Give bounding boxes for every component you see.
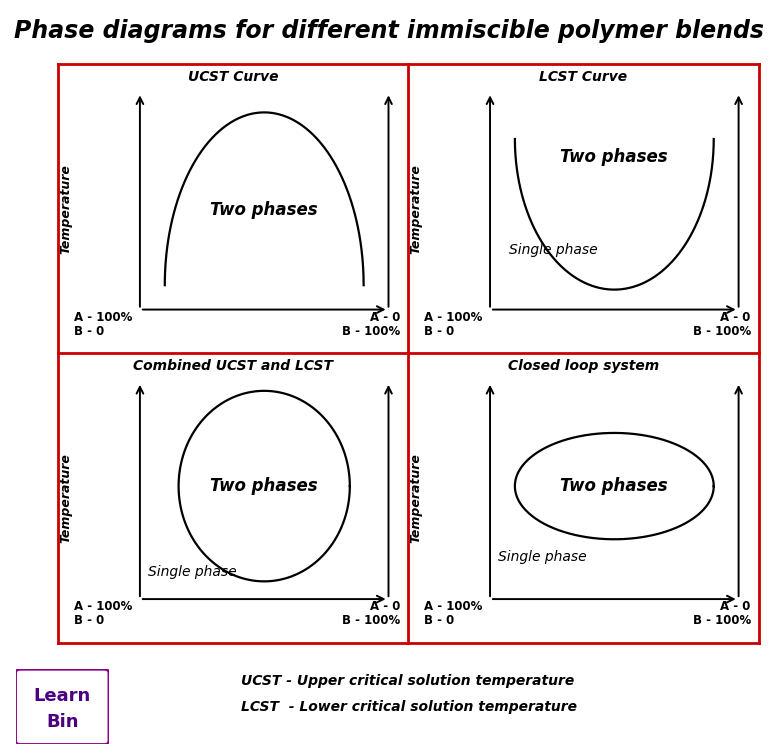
Text: Bin: Bin: [46, 713, 79, 731]
Text: B - 100%: B - 100%: [342, 325, 401, 338]
Text: Combined UCST and LCST: Combined UCST and LCST: [133, 359, 334, 374]
Text: Two phases: Two phases: [210, 477, 318, 495]
Text: UCST Curve: UCST Curve: [188, 70, 279, 84]
Text: Single phase: Single phase: [498, 550, 587, 564]
Text: B - 100%: B - 100%: [692, 325, 751, 338]
Text: Temperature: Temperature: [60, 164, 72, 253]
Text: LCST  - Lower critical solution temperature: LCST - Lower critical solution temperatu…: [241, 700, 577, 714]
Text: Temperature: Temperature: [410, 164, 422, 253]
Text: B - 0: B - 0: [424, 614, 454, 627]
FancyBboxPatch shape: [16, 669, 109, 744]
Text: A - 0: A - 0: [720, 600, 751, 613]
Text: B - 0: B - 0: [74, 614, 104, 627]
Text: Temperature: Temperature: [60, 453, 72, 543]
Text: Temperature: Temperature: [410, 453, 422, 543]
Text: Two phases: Two phases: [560, 147, 668, 165]
Text: A - 0: A - 0: [370, 600, 401, 613]
Text: UCST - Upper critical solution temperature: UCST - Upper critical solution temperatu…: [241, 674, 574, 687]
Text: Closed loop system: Closed loop system: [508, 359, 659, 374]
Text: A - 100%: A - 100%: [74, 600, 132, 613]
Text: B - 100%: B - 100%: [342, 614, 401, 627]
Text: Single phase: Single phase: [148, 566, 237, 580]
Text: A - 0: A - 0: [720, 311, 751, 323]
Text: B - 0: B - 0: [74, 325, 104, 338]
Text: Single phase: Single phase: [510, 243, 598, 256]
Text: A - 0: A - 0: [370, 311, 401, 323]
Text: LCST Curve: LCST Curve: [539, 70, 628, 84]
Text: Phase diagrams for different immiscible polymer blends: Phase diagrams for different immiscible …: [14, 19, 764, 43]
Text: B - 100%: B - 100%: [692, 614, 751, 627]
Text: Learn: Learn: [33, 687, 91, 705]
Text: B - 0: B - 0: [424, 325, 454, 338]
Text: A - 100%: A - 100%: [424, 311, 482, 323]
Text: Two phases: Two phases: [210, 201, 318, 219]
Text: Two phases: Two phases: [560, 477, 668, 495]
Text: A - 100%: A - 100%: [74, 311, 132, 323]
Text: A - 100%: A - 100%: [424, 600, 482, 613]
